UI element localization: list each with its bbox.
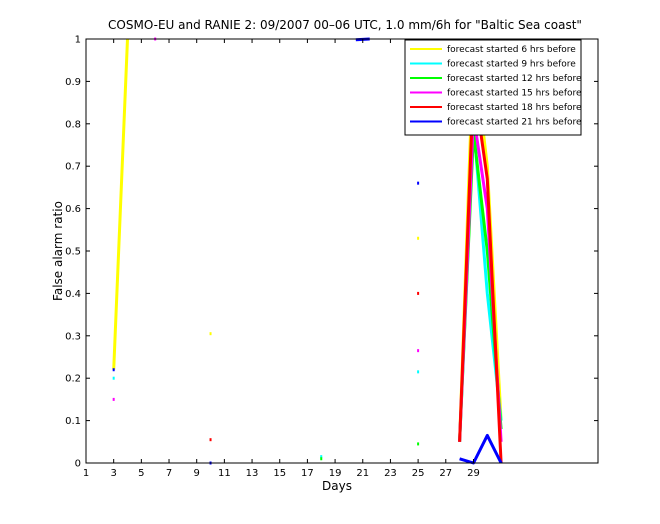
- series-1-point-2: [417, 236, 420, 240]
- x-tick-label: 3: [110, 468, 116, 479]
- x-tick-label: 21: [356, 468, 369, 479]
- series-5-point-1: [209, 438, 212, 442]
- y-tick-label: 0.1: [65, 416, 81, 427]
- x-tick-label: 19: [329, 468, 342, 479]
- series-3-point-1: [320, 457, 323, 461]
- x-tick-label: 15: [273, 468, 286, 479]
- series-4-point-3: [417, 349, 420, 353]
- x-tick-label: 1: [83, 468, 89, 479]
- legend-item-2: forecast started 9 hrs before: [410, 60, 576, 70]
- y-tick-label: 0.2: [65, 374, 81, 385]
- y-tick-label: 0.3: [65, 331, 81, 342]
- y-tick-label: 0.5: [65, 247, 81, 258]
- series-3: [320, 130, 503, 461]
- series-2-point-1: [112, 376, 115, 380]
- legend-label: forecast started 6 hrs before: [447, 45, 576, 55]
- series-5: [209, 79, 503, 464]
- x-tick-label: 13: [246, 468, 259, 479]
- legend-label: forecast started 12 hrs before: [447, 74, 582, 84]
- y-tick-label: 0.8: [65, 119, 81, 130]
- legend: forecast started 6 hrs before forecast st…: [404, 39, 582, 136]
- legend-item-1: forecast started 6 hrs before: [410, 45, 576, 55]
- series-2: [112, 122, 503, 459]
- series-6-line-1: [459, 433, 503, 465]
- x-tick-label: 27: [439, 468, 452, 479]
- legend-item-3: forecast started 12 hrs before: [410, 74, 582, 84]
- x-tick-label: 7: [166, 468, 172, 479]
- x-tick-label: 11: [218, 468, 231, 479]
- x-tick-label: 25: [412, 468, 425, 479]
- series-1-line-1: [112, 38, 129, 370]
- legend-item-4: forecast started 15 hrs before: [410, 89, 582, 99]
- legend-box: [404, 39, 582, 136]
- legend-label: forecast started 15 hrs before: [447, 89, 582, 99]
- x-tick-label: 9: [194, 468, 200, 479]
- series-5-line-1: [458, 79, 503, 464]
- series-1-point-1: [209, 332, 212, 336]
- legend-item-6: forecast started 21 hrs before: [410, 118, 582, 128]
- series-4-point-1: [112, 397, 115, 401]
- x-tick-label: 23: [384, 468, 397, 479]
- legend-label: forecast started 21 hrs before: [447, 118, 582, 128]
- y-tick-label: 0: [75, 459, 81, 470]
- series-2-point-2: [320, 455, 323, 459]
- series-6-point-3: [417, 181, 420, 185]
- series-5-point-2: [417, 291, 420, 295]
- y-tick-label: 0.9: [65, 77, 81, 88]
- axes: 1 3 5 7 9 11 13 15 17 19 21 23 25 27 2900.10.20.30.40.…: [65, 35, 599, 479]
- x-tick-label: 29: [467, 468, 480, 479]
- legend-label: forecast started 18 hrs before: [447, 103, 582, 113]
- y-tick-label: 0.6: [65, 204, 81, 215]
- x-tick-label: 17: [301, 468, 314, 479]
- y-axis-label: False alarm ratio: [51, 201, 65, 301]
- x-axis-label: Days: [322, 479, 352, 493]
- y-tick-label: 0.4: [65, 289, 81, 300]
- legend-item-5: forecast started 18 hrs before: [410, 103, 582, 113]
- legend-label: forecast started 9 hrs before: [447, 60, 576, 70]
- x-tick-label: 5: [138, 468, 144, 479]
- series-2-point-3: [417, 370, 420, 374]
- chart-title: COSMO-EU and RANIE 2: 09/2007 00–06 UTC,…: [108, 18, 582, 32]
- series-6-point-1: [112, 368, 115, 372]
- y-tick-label: 0.7: [65, 162, 81, 173]
- y-tick-label: 1: [75, 35, 81, 46]
- series-3-point-2: [417, 442, 420, 446]
